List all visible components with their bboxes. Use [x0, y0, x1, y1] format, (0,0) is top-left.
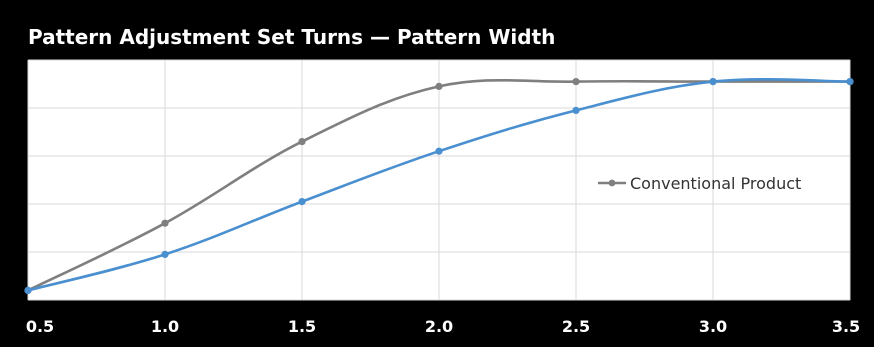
data-point [846, 78, 854, 86]
data-point [24, 286, 32, 294]
x-tick-label: 2.0 [425, 317, 453, 336]
x-tick-label: 1.0 [151, 317, 179, 336]
data-point [298, 198, 306, 206]
x-tick-label: 1.5 [288, 317, 316, 336]
x-tick-labels: 0.5 1.0 1.5 2.0 2.5 3.0 3.5 [26, 317, 860, 336]
gridlines [27, 59, 851, 301]
x-tick-label: 0.5 [26, 317, 54, 336]
data-point [435, 147, 443, 155]
x-tick-label: 3.0 [699, 317, 727, 336]
x-tick-label: 2.5 [562, 317, 590, 336]
data-point [572, 106, 580, 114]
data-point [572, 78, 580, 86]
data-point [161, 219, 169, 227]
data-point [709, 78, 717, 86]
legend-swatch-marker [608, 179, 616, 187]
data-point [298, 138, 306, 146]
legend-label: Conventional Product [630, 174, 801, 193]
legend: Conventional Product [598, 174, 801, 193]
series-points [24, 78, 854, 294]
data-point [161, 250, 169, 258]
chart-title: Pattern Adjustment Set Turns — Pattern W… [28, 25, 555, 49]
x-tick-label: 3.5 [832, 317, 860, 336]
data-point [435, 82, 443, 90]
